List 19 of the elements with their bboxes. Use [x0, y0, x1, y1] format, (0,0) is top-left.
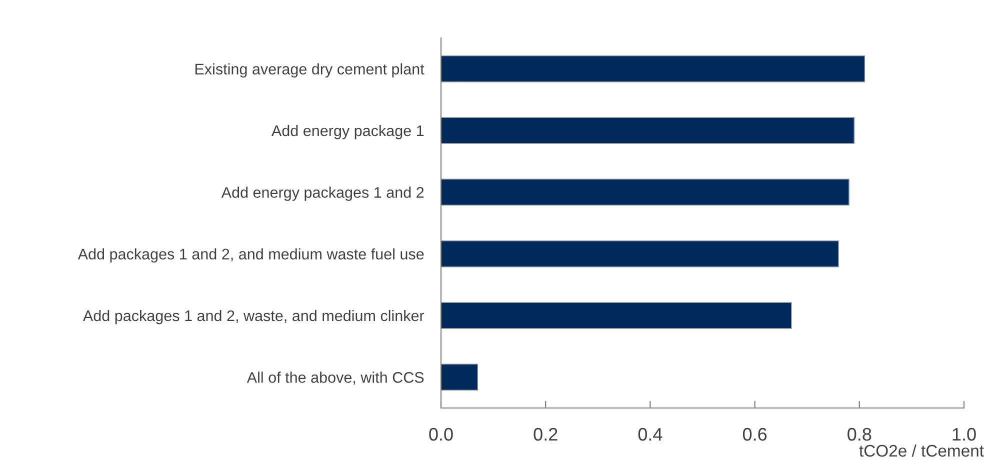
bar	[441, 240, 839, 268]
bar	[441, 117, 855, 144]
x-tick-label: 0.6	[742, 428, 767, 441]
y-tick-label: Add energy packages 1 and 2	[221, 186, 424, 201]
bar	[441, 364, 478, 391]
y-tick-label: Existing average dry cement plant	[195, 63, 424, 78]
y-tick-label: Add packages 1 and 2, waste, and medium clinker	[82, 310, 424, 324]
bar	[441, 55, 866, 82]
x-tick-label: 0.8	[848, 428, 872, 441]
bar	[441, 178, 850, 206]
x-tick-label: 1.0	[952, 428, 976, 441]
x-tick-label: 0.2	[534, 428, 558, 441]
y-tick-label: Add packages 1 and 2, and medium waste fuel use	[78, 248, 424, 263]
bar	[441, 302, 792, 329]
x-axis-title: tCO2e / tCement	[859, 444, 984, 457]
y-tick-label: Add energy package 1	[271, 124, 424, 140]
x-tick-label: 0.0	[429, 428, 453, 441]
y-tick-label: All of the above, with CCS	[246, 372, 424, 385]
x-tick-label: 0.4	[638, 428, 662, 441]
